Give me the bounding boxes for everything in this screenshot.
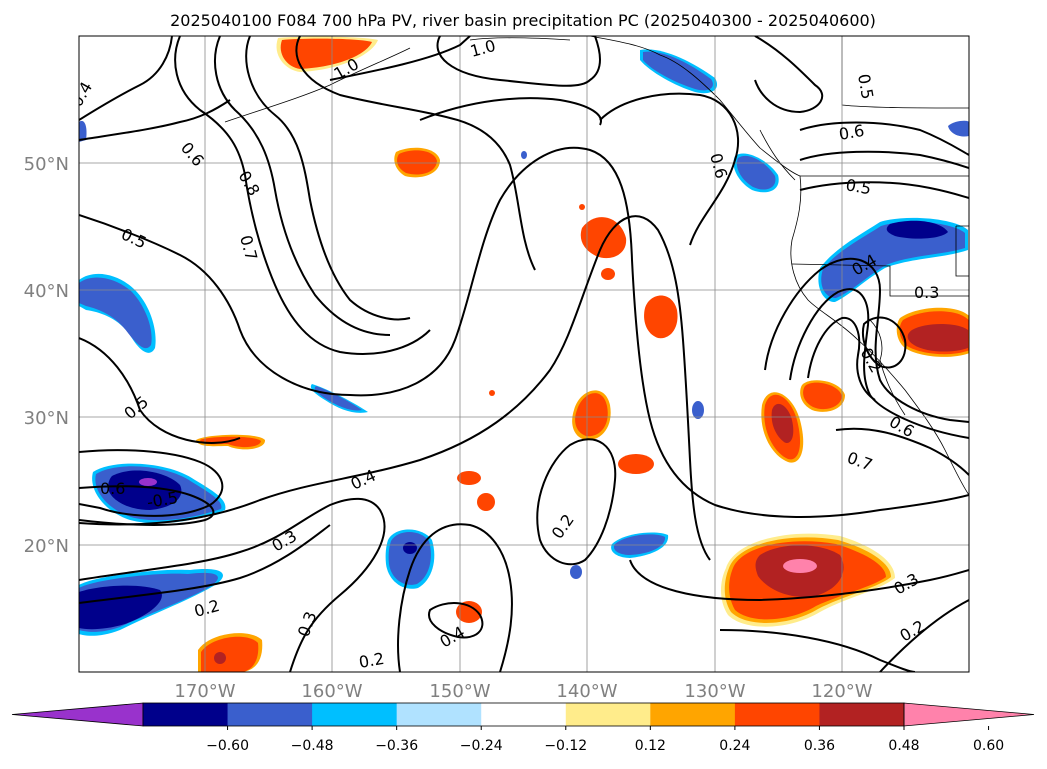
positive-precip-areas <box>196 36 969 672</box>
contour-label: 0.5 <box>844 175 872 198</box>
lon-label: 170°W <box>174 681 235 702</box>
colorbar-cell <box>481 703 567 726</box>
colorbar-tick-label: 0.24 <box>719 738 750 754</box>
contour-label: 0.3 <box>914 283 939 302</box>
colorbar-extension-high <box>903 702 1035 727</box>
colorbar-tick-label: 0.48 <box>888 738 919 754</box>
lon-label: 150°W <box>429 681 490 702</box>
colorbar-cell <box>819 703 905 726</box>
colorbar-tick-label: 0.36 <box>804 738 835 754</box>
colorbar-cell <box>650 703 736 726</box>
colorbar: −0.60 −0.48 −0.36 −0.24 −0.12 0.12 0.24 … <box>11 702 1035 754</box>
colorbar-tick-label: −0.24 <box>460 738 503 754</box>
lon-label: 160°W <box>301 681 362 702</box>
colorbar-cell <box>312 703 398 726</box>
lat-label: 30°N <box>24 408 69 429</box>
colorbar-cell <box>396 703 482 726</box>
lat-label: 20°N <box>24 536 69 557</box>
map-frame <box>78 35 970 673</box>
longitude-labels: 170°W 160°W 150°W 140°W 130°W 120°W <box>174 681 872 702</box>
colorbar-tick-label: −0.48 <box>291 738 334 754</box>
lat-label: 50°N <box>24 154 69 175</box>
coastlines <box>224 36 969 496</box>
colorbar-frame <box>142 702 905 727</box>
lon-label: 120°W <box>811 681 872 702</box>
pv-contours <box>79 36 969 672</box>
lon-label: 130°W <box>684 681 745 702</box>
gridlines <box>79 36 969 672</box>
colorbar-tick-label: −0.12 <box>544 738 587 754</box>
map-title: 2025040100 F084 700 hPa PV, river basin … <box>170 11 876 30</box>
colorbar-cell <box>227 703 313 726</box>
colorbar-cell <box>565 703 651 726</box>
negative-precip-areas <box>79 49 969 636</box>
lon-label: 140°W <box>556 681 617 702</box>
map-area: 1.0 1.0 0.4 0.6 0.8 0.7 0.5 0.5 0.6 0.6 … <box>79 36 969 672</box>
colorbar-tick-label: 0.12 <box>635 738 666 754</box>
latitude-labels: 50°N 40°N 30°N 20°N <box>24 154 69 557</box>
colorbar-tick-label: −0.60 <box>206 738 249 754</box>
contour-label: 0.2 <box>357 649 385 672</box>
contour-label: 0.5 <box>854 72 877 100</box>
contour-label: 0.6 <box>837 121 865 144</box>
colorbar-cell <box>734 703 820 726</box>
colorbar-tick-label: 0.60 <box>973 738 1004 754</box>
colorbar-cell <box>143 703 229 726</box>
colorbar-tick-label: −0.36 <box>375 738 418 754</box>
colorbar-extension-low <box>11 702 144 727</box>
lat-label: 40°N <box>24 281 69 302</box>
contour-label: 0.6 <box>100 479 125 498</box>
